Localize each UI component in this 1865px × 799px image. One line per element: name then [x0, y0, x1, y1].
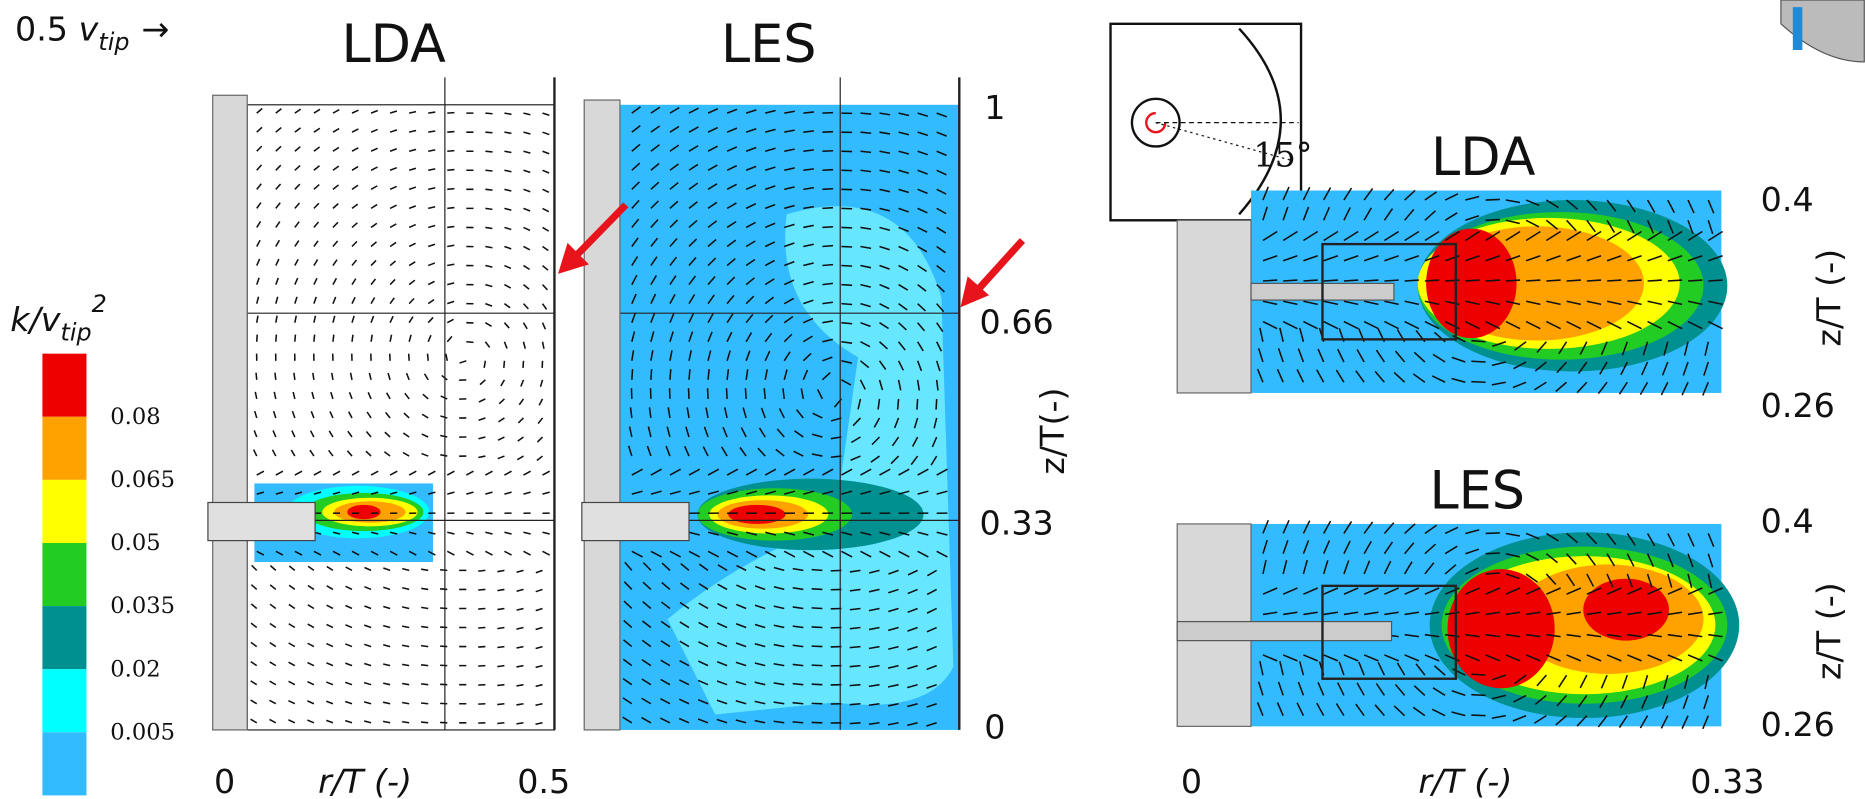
- colorbar-label: 0.08: [110, 404, 160, 430]
- y-tick-label: 1: [984, 88, 1005, 127]
- shaft: [584, 100, 620, 730]
- lda-zoom-panel: [1177, 187, 1727, 396]
- colorbar: 0.08 0.065 0.05 0.035 0.02 0.005: [42, 354, 175, 796]
- colorbar-label: 0.005: [110, 719, 175, 745]
- colorbar-swatch: [42, 732, 86, 795]
- y-axis-label: z/T (-): [1809, 249, 1848, 347]
- impeller: [582, 503, 689, 541]
- colorbar-subscript: tip: [61, 319, 92, 347]
- colorbar-label: 0.05: [110, 530, 160, 556]
- scale-arrow: →: [141, 9, 169, 48]
- colorbar-label: 0.065: [110, 467, 175, 493]
- y-axis-label: z/T (-): [1809, 582, 1848, 680]
- y-tick-label: 0.33: [980, 504, 1054, 543]
- y-tick-label: 0: [984, 707, 1005, 746]
- scale-subscript: tip: [98, 28, 129, 56]
- figure: 0.5 vtip→ LDA LES: [0, 0, 1865, 799]
- y-tick-label: 0.26: [1761, 705, 1835, 744]
- panel-title: LES: [1430, 460, 1526, 521]
- panel-title: LDA: [1431, 127, 1536, 188]
- x-tick-label: 0.33: [1690, 762, 1764, 799]
- angle-label: 15°: [1253, 136, 1312, 175]
- colorbar-symbol: k/v: [10, 300, 62, 339]
- contour: [1583, 579, 1669, 641]
- colorbar-superscript: 2: [92, 290, 107, 318]
- scale-symbol: v: [79, 9, 100, 48]
- x-axis-label: r/T (-): [1418, 762, 1512, 799]
- colorbar-label: 0.02: [110, 656, 160, 682]
- y-tick-label: 0.4: [1761, 180, 1814, 219]
- x-tick-label: 0: [1181, 762, 1202, 799]
- colorbar-swatch: [42, 606, 86, 669]
- panel-title: LES: [721, 14, 817, 75]
- y-axis-label: z/T(-): [1033, 387, 1072, 474]
- panel-title: LDA: [341, 14, 446, 75]
- contour: [347, 505, 380, 519]
- lda-panel: [208, 77, 555, 730]
- y-tick-label: 0.66: [980, 302, 1054, 341]
- impeller: [208, 503, 315, 541]
- velocity-scale: 0.5 vtip →: [15, 9, 169, 56]
- panel-frame: [247, 105, 554, 730]
- hub: [1177, 220, 1251, 393]
- colorbar-swatch: [42, 669, 86, 732]
- colorbar-swatch: [42, 354, 86, 417]
- colorbar-title: k/vtip2: [10, 290, 106, 347]
- contour: [1448, 569, 1555, 688]
- baffle: [1793, 7, 1803, 50]
- colorbar-swatch: [42, 417, 86, 480]
- y-tick-label: 0.26: [1761, 386, 1835, 425]
- shaft: [213, 95, 248, 730]
- colorbar-swatch: [42, 480, 86, 543]
- les-panel: [582, 77, 959, 730]
- x-tick-label: 0: [214, 762, 235, 799]
- colorbar-label: 0.035: [110, 593, 175, 619]
- x-axis-label: r/T (-): [318, 762, 412, 799]
- colorbar-swatch: [42, 543, 86, 606]
- contour: [728, 505, 785, 524]
- les-zoom-panel: [1177, 520, 1739, 729]
- shaft: [1177, 622, 1391, 641]
- scale-factor: 0.5: [15, 9, 68, 48]
- page: 0.5 vtip→ LDA LES: [0, 0, 1865, 799]
- x-tick-label: 0.5: [517, 762, 570, 799]
- y-tick-label: 0.4: [1761, 501, 1814, 540]
